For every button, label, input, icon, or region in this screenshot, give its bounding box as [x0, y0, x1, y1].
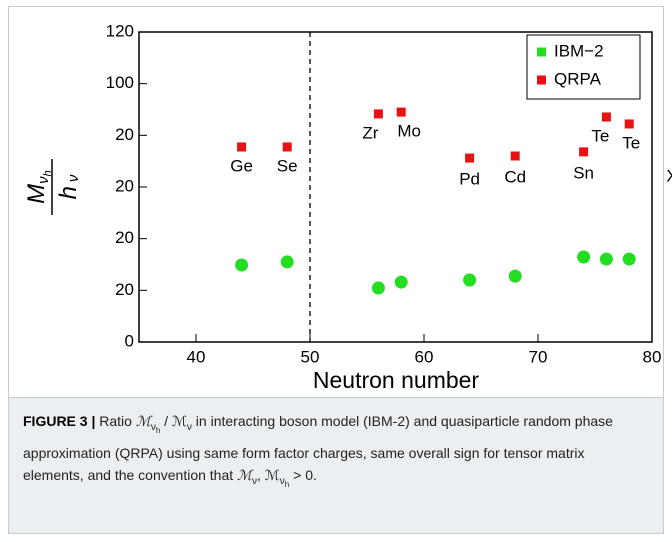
- point-label: Mo: [397, 122, 421, 141]
- point: [624, 119, 634, 129]
- t: in interacting boson model (IBM-2) and q…: [23, 413, 613, 483]
- point: [373, 109, 383, 119]
- y-den-sub: ν: [65, 174, 82, 182]
- point: [508, 269, 522, 283]
- y-label-denominator: hν: [55, 174, 82, 199]
- y-tick-label: 20: [115, 280, 134, 299]
- ss: h: [155, 425, 161, 435]
- point: [577, 250, 591, 264]
- point: [465, 153, 475, 163]
- y-tick-label: 20: [115, 125, 134, 144]
- y-num: M: [23, 184, 50, 204]
- x-tick-label: 60: [415, 347, 434, 366]
- point: [371, 281, 385, 295]
- point: [622, 252, 636, 266]
- point: [280, 255, 294, 269]
- x-tick-label: 50: [301, 347, 320, 366]
- y-tick-label: 0: [125, 331, 134, 350]
- legend-swatch: [537, 75, 546, 85]
- point: [463, 273, 477, 287]
- y-tick-label: 100: [106, 73, 134, 92]
- s: ν: [252, 475, 258, 487]
- chart: Neutron number Mνh hν 40 50 60 70 8002020202…: [23, 21, 672, 393]
- point-label: Ge: [230, 156, 253, 175]
- point: [668, 255, 672, 268]
- legend-label: IBM−2: [554, 41, 604, 60]
- point: [394, 275, 408, 289]
- m: ℳ: [135, 413, 151, 429]
- y-label-numerator: Mνh: [23, 170, 54, 204]
- y-num-subsub: h: [42, 170, 54, 176]
- x-tick-label: 70: [529, 347, 548, 366]
- point: [601, 112, 611, 122]
- caption-label: FIGURE 3 |: [23, 413, 96, 429]
- point-label: Te: [591, 126, 609, 145]
- point-label: Te: [622, 133, 640, 152]
- x-tick-label: 40: [187, 347, 206, 366]
- t: / ℳ: [160, 413, 187, 429]
- legend-box: [526, 34, 641, 100]
- s: ν: [279, 475, 285, 487]
- y-axis-label: Mνh hν: [23, 159, 82, 215]
- point-label: Sn: [573, 163, 594, 182]
- legend-swatch: [537, 47, 546, 57]
- x-tick-label: 80: [643, 347, 662, 366]
- legend-label: QRPA: [554, 69, 602, 88]
- y-tick-label: 20: [115, 228, 134, 247]
- t: > 0.: [289, 466, 317, 483]
- point-label: Se: [277, 156, 298, 175]
- y-tick-label: 20: [115, 176, 134, 195]
- point-label: Pd: [459, 170, 480, 189]
- s: ν: [150, 421, 156, 433]
- ss: h: [284, 479, 290, 489]
- caption-text: Ratio ℳνh / ℳν in interacting boson mode…: [23, 413, 613, 489]
- point: [282, 142, 292, 152]
- point: [237, 142, 247, 152]
- t: Ratio: [99, 413, 136, 429]
- point: [396, 107, 406, 117]
- s: ν: [186, 421, 192, 433]
- y-den: h: [55, 186, 82, 199]
- m: ℳ: [237, 466, 253, 483]
- point: [599, 252, 613, 266]
- x-axis-label: Neutron number: [313, 367, 480, 393]
- figure-frame: [8, 6, 664, 534]
- point-label: Xe: [666, 166, 672, 185]
- point: [510, 151, 520, 161]
- point: [235, 258, 249, 272]
- t: , ℳ: [257, 466, 280, 483]
- y-num-sub: ν: [35, 176, 52, 184]
- point-label: Cd: [504, 167, 526, 186]
- y-tick-label: 120: [106, 21, 134, 40]
- point-label: Zr: [362, 123, 378, 142]
- point: [579, 147, 589, 157]
- caption: FIGURE 3 | Ratio ℳνh / ℳν in interacting…: [9, 397, 663, 533]
